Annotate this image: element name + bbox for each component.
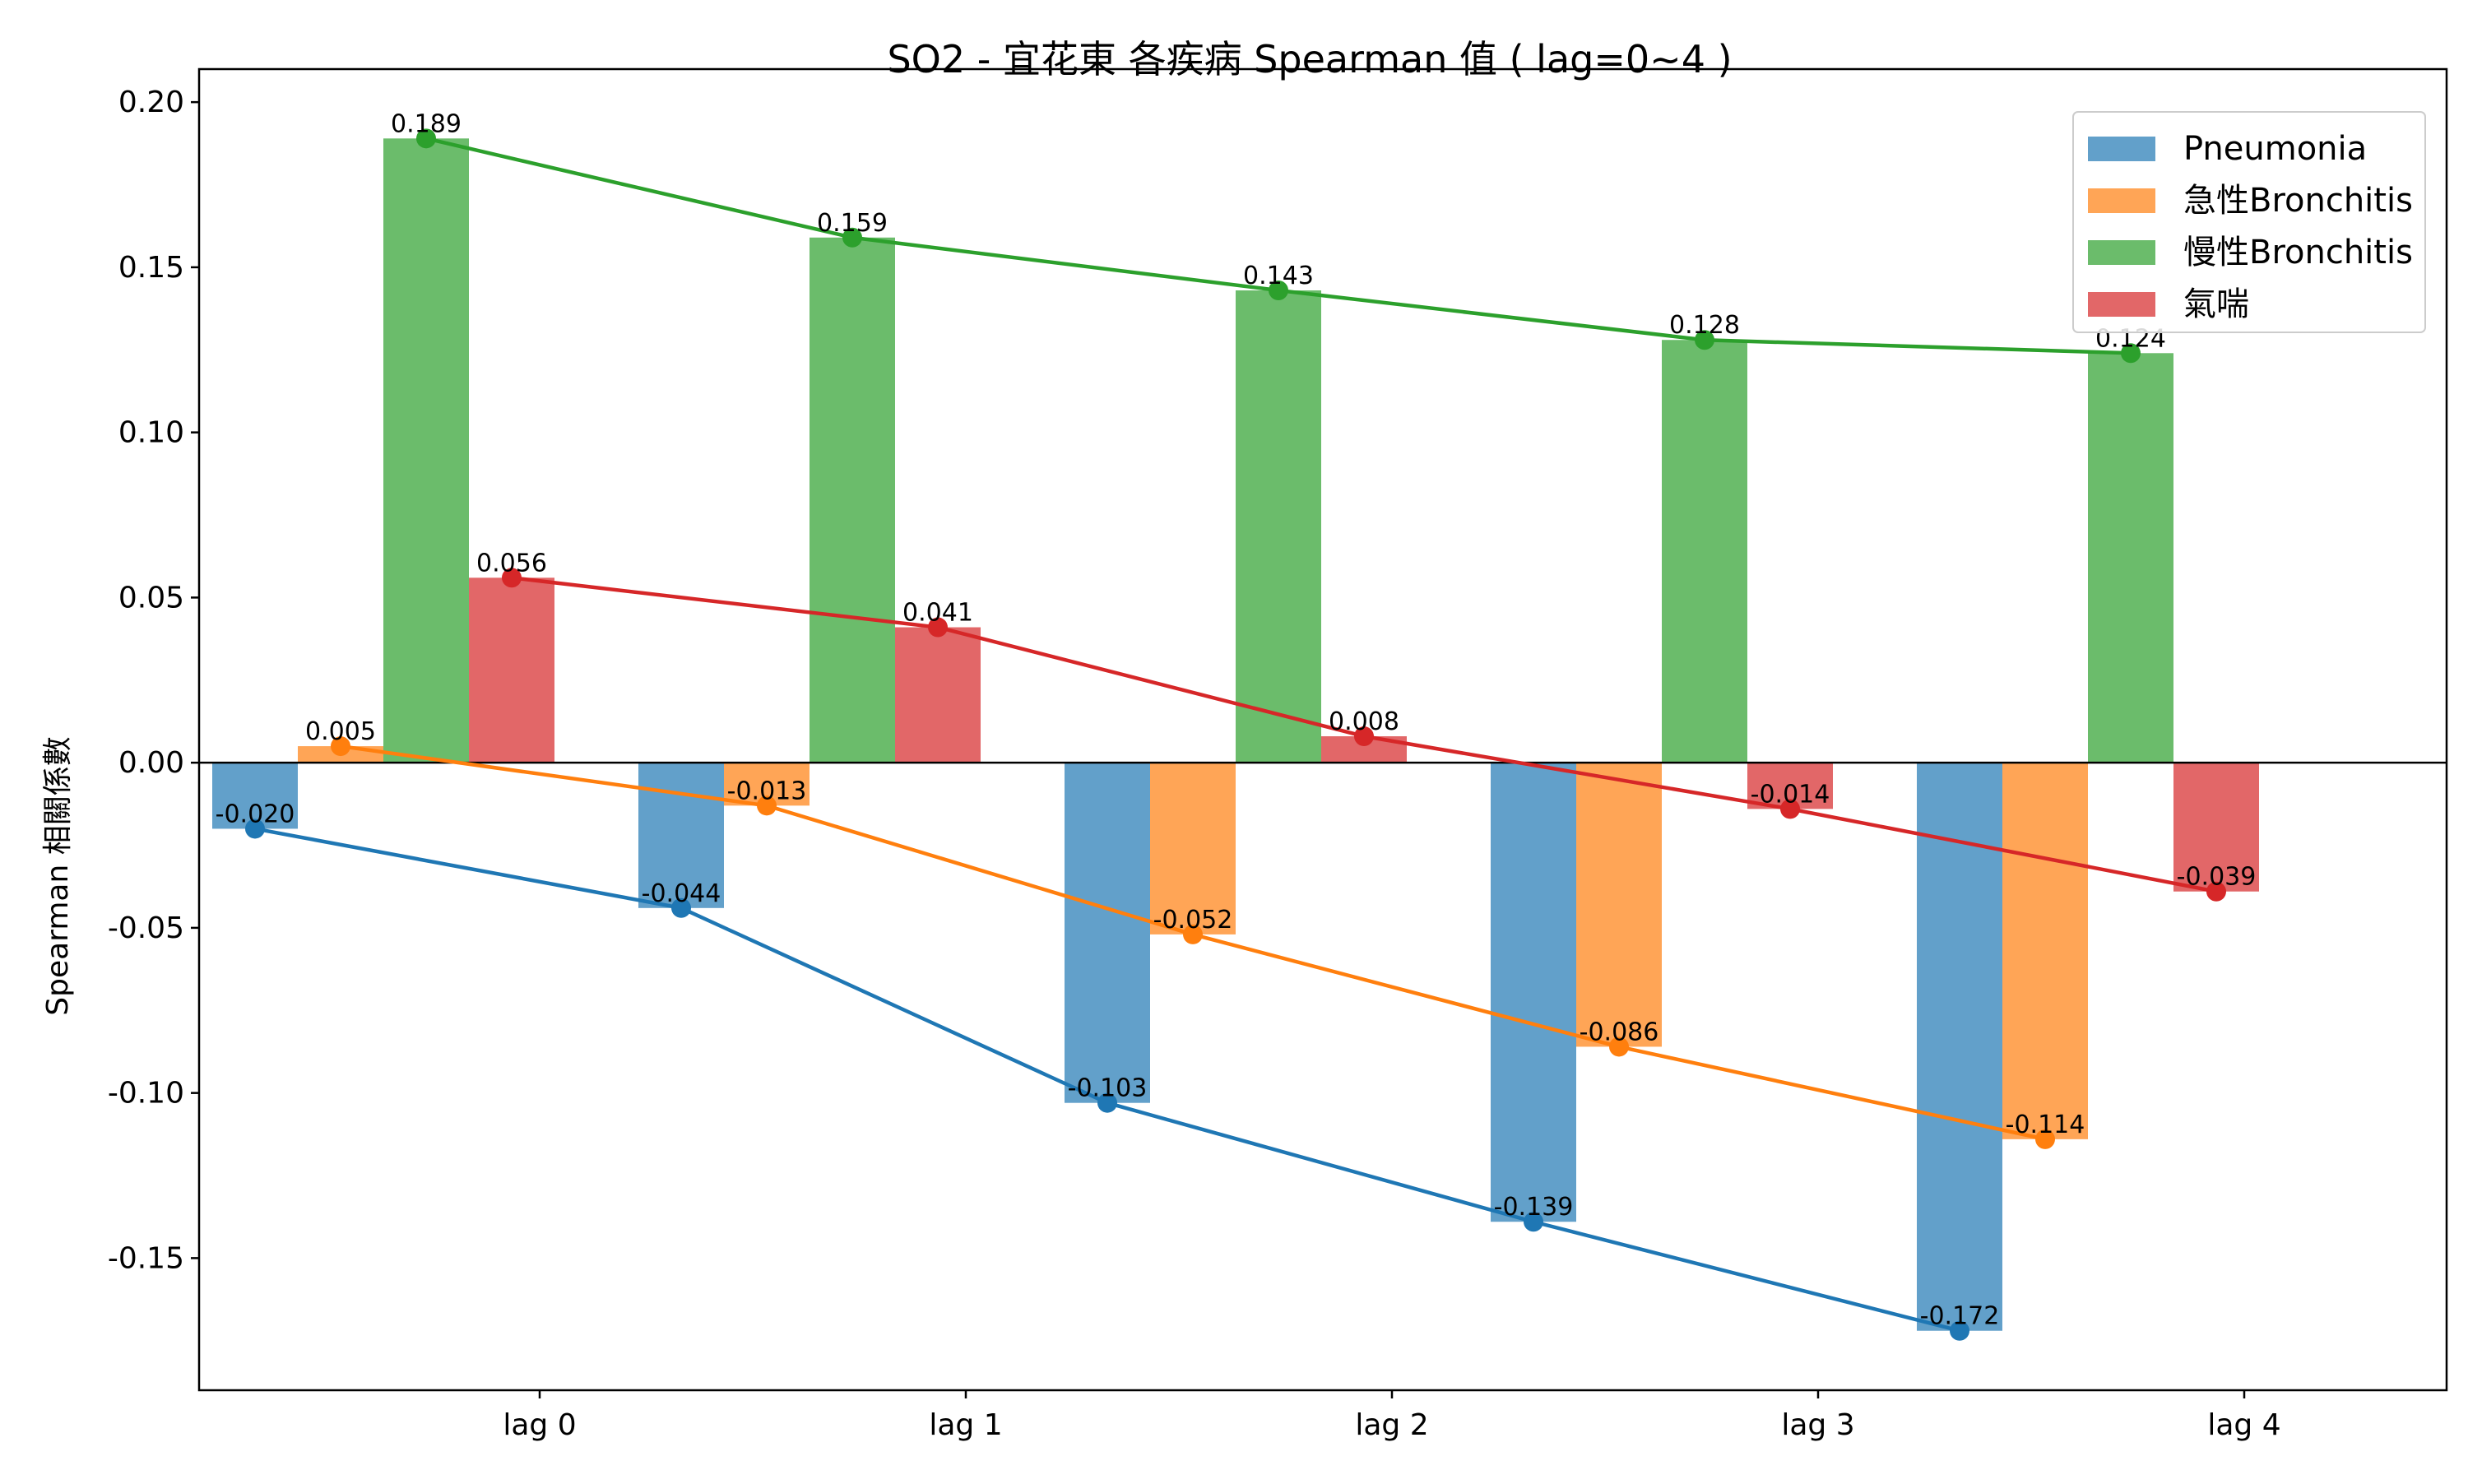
bar <box>1065 763 1150 1103</box>
data-label: -0.020 <box>216 800 295 828</box>
data-point <box>1609 1036 1629 1057</box>
data-point <box>1695 330 1714 350</box>
data-point <box>2035 1129 2055 1149</box>
data-label: 0.041 <box>902 599 973 628</box>
plot-area: -0.020 -0.044 -0.103 -0.139 -0.172 0.005 -0.01… <box>108 67 2448 1442</box>
plot-frame <box>197 67 2448 1392</box>
data-point <box>502 568 522 588</box>
legend-box <box>2072 111 2426 333</box>
legend-label: 氣喘 <box>2183 285 2249 323</box>
x-tick-label: lag 0 <box>503 1408 576 1442</box>
bar <box>2088 353 2173 763</box>
y-tick-label: -0.15 <box>108 1241 184 1275</box>
data-label: -0.014 <box>1751 780 1830 809</box>
x-tick-label: lag 3 <box>1781 1408 1854 1442</box>
y-tick-label: -0.10 <box>108 1077 184 1111</box>
data-label: -0.139 <box>1494 1193 1574 1222</box>
data-point <box>416 128 436 149</box>
data-point <box>928 617 948 638</box>
data-point <box>1354 726 1374 747</box>
data-label: -0.114 <box>2006 1111 2085 1139</box>
data-label: 0.143 <box>1243 262 1314 290</box>
data-label: 0.159 <box>817 209 888 238</box>
data-label: 0.008 <box>1329 707 1399 736</box>
data-point <box>1269 281 1288 301</box>
data-point <box>1183 924 1203 944</box>
data-point <box>2121 343 2141 364</box>
data-label: 0.056 <box>476 549 547 577</box>
y-tick-label: 0.20 <box>118 86 184 119</box>
bar <box>810 237 895 763</box>
y-axis-title: Spearman 相關係數 <box>41 736 75 1015</box>
bar <box>895 627 981 763</box>
data-label: -0.086 <box>1580 1018 1659 1046</box>
legend-swatch <box>2088 292 2155 317</box>
data-point <box>245 819 265 839</box>
data-label: -0.013 <box>727 777 807 805</box>
bar <box>1662 340 1747 763</box>
data-point <box>842 227 862 248</box>
legend-swatch <box>2088 188 2155 213</box>
legend-label: 急性Bronchitis <box>2183 182 2413 220</box>
data-label: -0.039 <box>2177 863 2257 892</box>
legend-label: Pneumonia <box>2183 130 2367 168</box>
data-point <box>1950 1320 1969 1341</box>
y-tick-label: 0.00 <box>118 746 184 780</box>
bar <box>1917 763 2002 1331</box>
bar <box>1576 763 1662 1047</box>
bar <box>1236 290 1321 763</box>
bar <box>638 763 724 908</box>
chart-title: SO2 - 宜花東 各疾病 Spearman 值 ( lag=0~4 ) <box>887 37 1732 81</box>
bar <box>2173 763 2259 892</box>
data-label: 0.005 <box>305 717 376 746</box>
legend-swatch <box>2088 240 2155 265</box>
legend: Pneumonia 急性Bronchitis 慢性Bronchitis 氣喘 <box>2072 111 2426 333</box>
bar <box>1491 763 1576 1222</box>
legend-swatch <box>2088 137 2155 161</box>
bar <box>2002 763 2088 1139</box>
data-point <box>2206 881 2226 902</box>
x-tick-label: lag 2 <box>1355 1408 1428 1442</box>
data-label: 0.189 <box>391 109 462 138</box>
data-point <box>671 897 691 918</box>
data-point <box>331 736 350 757</box>
data-point <box>1524 1212 1543 1232</box>
legend-label: 慢性Bronchitis <box>2183 234 2413 271</box>
data-point <box>1097 1092 1117 1113</box>
bar <box>212 763 298 829</box>
data-label: -0.052 <box>1153 906 1233 934</box>
y-tick-label: 0.05 <box>118 581 184 614</box>
data-point <box>757 795 777 816</box>
data-label: -0.044 <box>642 879 721 908</box>
x-tick-label: lag 1 <box>929 1408 1002 1442</box>
data-label: -0.172 <box>1920 1302 2000 1331</box>
bar <box>469 577 554 763</box>
data-label: 0.128 <box>1669 311 1740 340</box>
bar <box>1150 763 1236 934</box>
data-label: -0.103 <box>1068 1074 1148 1103</box>
y-tick-label: -0.05 <box>108 911 184 945</box>
data-point <box>1780 799 1800 819</box>
x-tick-label: lag 4 <box>2207 1408 2280 1442</box>
y-tick-label: 0.15 <box>118 251 184 285</box>
bar <box>383 138 469 763</box>
y-tick-label: 0.10 <box>118 416 184 450</box>
